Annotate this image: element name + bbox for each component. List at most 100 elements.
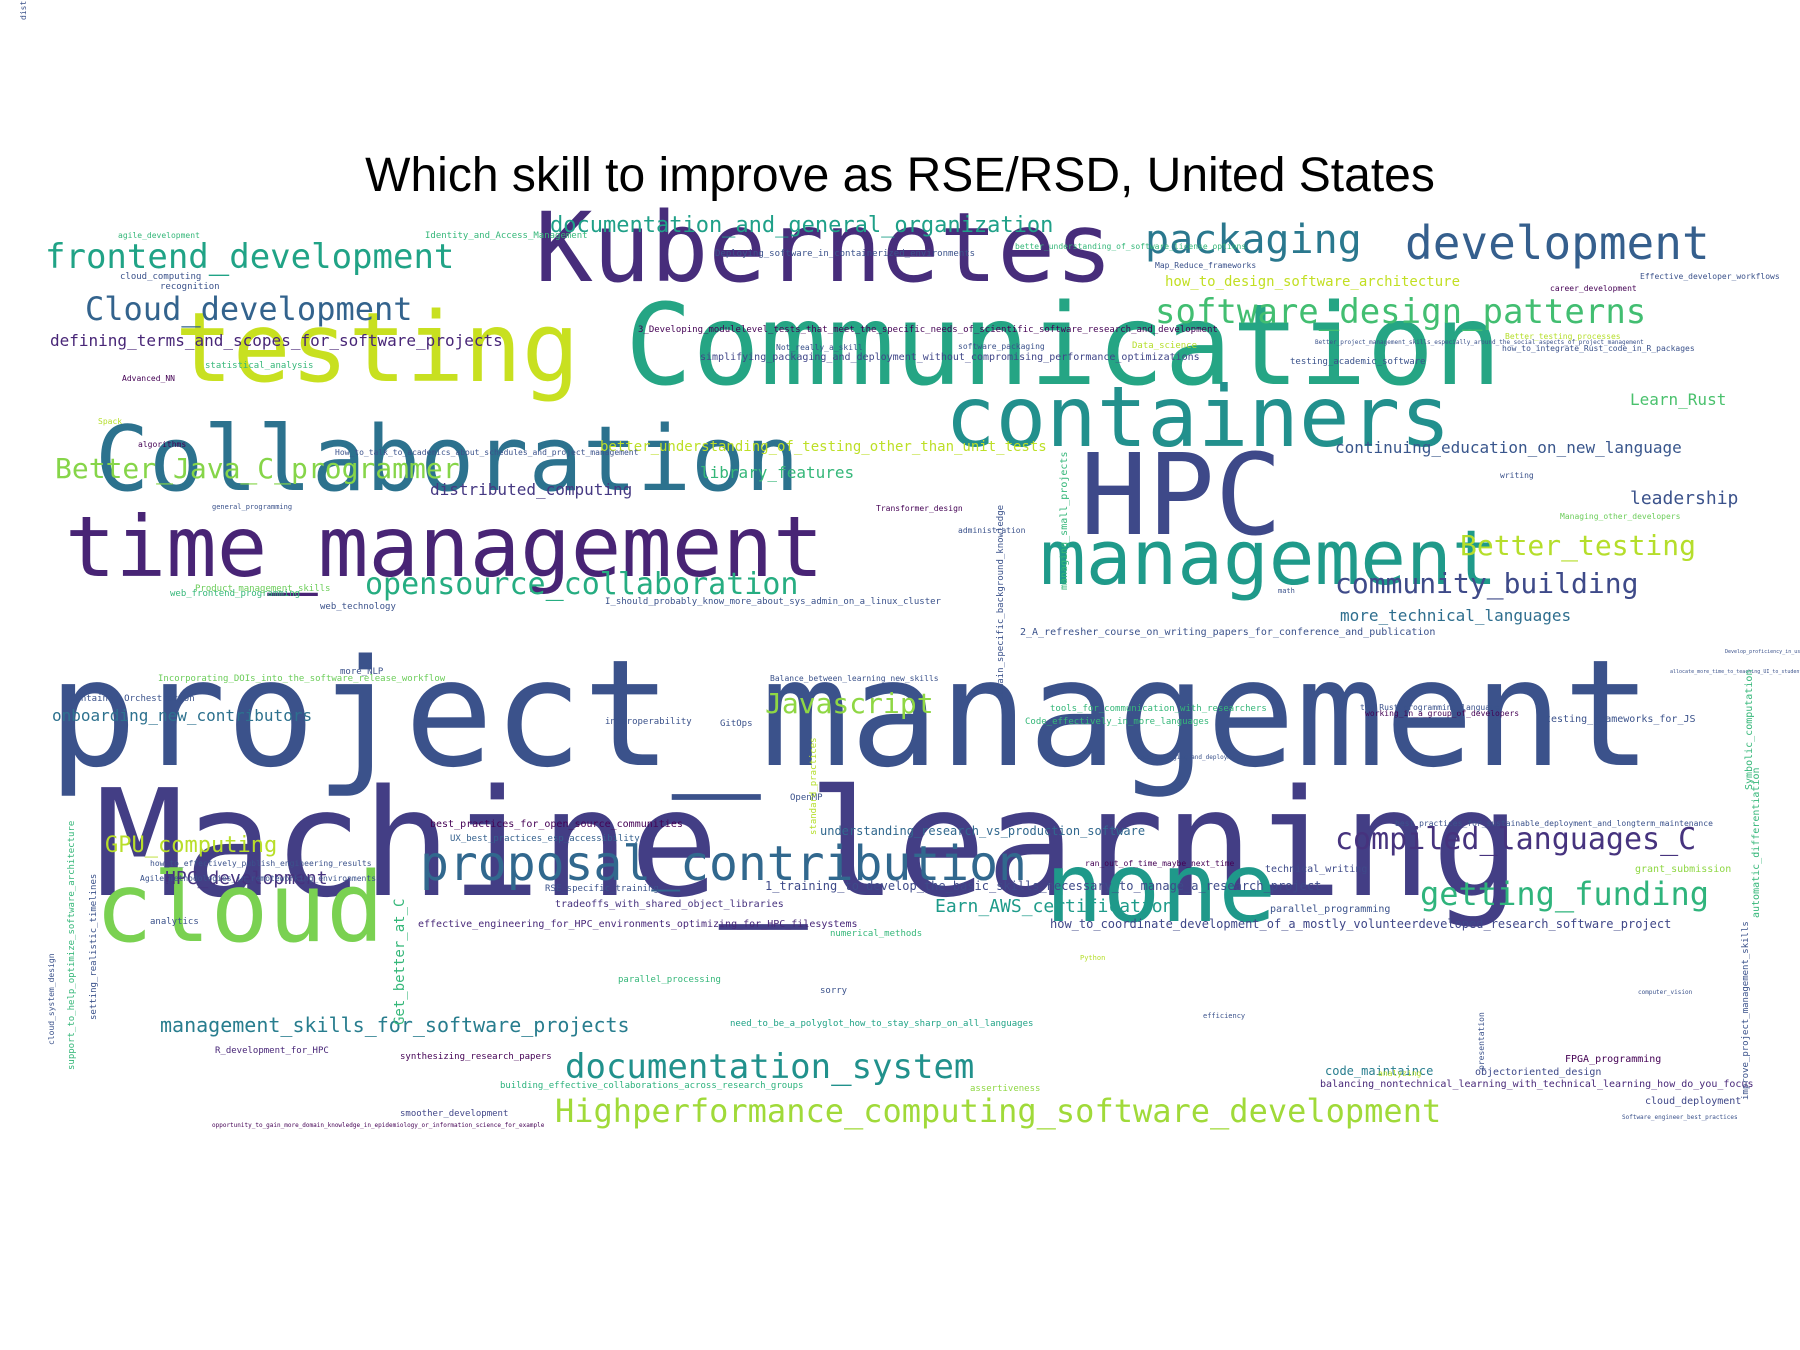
word-58: smoother_development [400, 1109, 509, 1119]
word-56: synthesizing_research_papers [400, 1052, 552, 1062]
word-29: GPU_computing [105, 833, 278, 858]
word-71: working_in_a_group_of_developers [1365, 709, 1520, 718]
word-27: documentation_and_general_organization [550, 213, 1054, 238]
word-42: simplifying_packaging_and_deployment_wit… [700, 352, 1200, 363]
word-65: parallel_programming [1270, 904, 1391, 915]
word-129: automatic_differentiation [1751, 767, 1762, 918]
word-39: library_features [700, 463, 855, 482]
word-23: community_building [1335, 567, 1639, 600]
word-16: software_design_patterns [1155, 292, 1647, 332]
word-44: understanding_research_vs_production_sof… [820, 824, 1146, 838]
word-19: Highperformance_computing_software_devel… [555, 1092, 1442, 1130]
word-13: development [1405, 216, 1710, 270]
word-111: How_to_talk_to_academics_about_schedules… [335, 448, 639, 457]
word-26: Javascript [765, 687, 934, 720]
word-121: Python [1080, 954, 1106, 962]
word-86: numerical_methods [830, 929, 923, 939]
word-138: distribution [19, 0, 28, 20]
word-51: how_to_effectively_publish_engineering_r… [150, 859, 372, 868]
chart-title: Which skill to improve as RSE/RSD, Unite… [365, 149, 1435, 202]
word-110: algorithms [138, 440, 187, 449]
word-9: management [1040, 513, 1498, 602]
word-99: Effective_developer_workflows [1640, 272, 1780, 281]
word-21: Better_Java_C_programmer [55, 452, 460, 485]
word-107: statistical_analysis [205, 361, 314, 371]
word-68: best_practices_for_sustainable_deploymen… [1395, 819, 1713, 828]
word-37: Learn_Rust [1630, 390, 1727, 409]
word-109: Spack [98, 417, 123, 426]
word-53: RSE_specific_training [545, 884, 659, 894]
word-124: computer_vision [1638, 989, 1693, 996]
word-28: management_skills_for_software_projects [160, 1013, 630, 1037]
word-20: opensource_collaboration [365, 567, 799, 602]
word-126: Develop_proficiency_in_using_LAMMPS_MD [1725, 649, 1800, 655]
word-112: general_programming [212, 503, 293, 511]
word-50: UX_best_practices_esp_accessibility [450, 834, 640, 844]
word-2: Communication [625, 281, 1502, 411]
word-18: documentation_system [565, 1047, 975, 1087]
word-12: proposal_contribution [420, 836, 1027, 892]
word-103: Better_project_management_skills_especia… [1315, 339, 1644, 346]
word-132: setting_realistic_timelines [89, 873, 99, 1020]
word-35: continuing_education_on_new_language [1335, 438, 1682, 457]
word-88: parallel_processing [618, 975, 721, 985]
word-31: Earn_AWS_certification [935, 896, 1174, 917]
word-38: more_technical_languages [1340, 606, 1572, 625]
word-134: domain_specific_background_knowledge [996, 504, 1006, 700]
word-0: project_management [48, 628, 1652, 800]
word-76: Balance_between_learning_new_skills [770, 674, 939, 683]
word-17: Cloud_development [85, 290, 413, 328]
word-91: agile_development [118, 231, 200, 240]
word-100: Better_testing_processes [1505, 332, 1621, 341]
word-136: presentation [1477, 1012, 1486, 1070]
word-81: web_technology [320, 602, 396, 612]
word-48: tradeoffs_with_shared_object_libraries [555, 899, 784, 910]
word-33: distributed_computing [430, 480, 633, 499]
word-24: compiled_languages_C [1335, 822, 1697, 857]
word-55: building_effective_collaborations_across… [500, 1081, 804, 1091]
word-98: career_development [1550, 284, 1637, 293]
word-90: assertiveness [970, 1084, 1041, 1094]
word-41: better_understanding_of_testing_other_th… [600, 439, 1047, 455]
word-80: Product_management_skills [195, 584, 331, 594]
word-119: allocate_more_time_to_teaching_UI_to_stu… [1670, 669, 1800, 675]
word-96: better_understanding_of_software_license… [1015, 242, 1247, 251]
word-97: Map_Reduce_frameworks [1155, 261, 1257, 270]
word-104: Data_science [1132, 341, 1198, 351]
word-15: frontend_development [45, 237, 455, 277]
word-82: more_NLP [340, 667, 384, 677]
word-5: testing [175, 292, 580, 404]
word-59: opportunity_to_gain_more_domain_knowledg… [212, 1122, 545, 1129]
word-63: cloud_deployment [1645, 1096, 1742, 1107]
word-79: web_frontend_programming [170, 589, 301, 599]
word-122: efficiency [1203, 1012, 1246, 1020]
word-92: Identity_and_Access_Management [425, 231, 588, 241]
word-45: 1_training_to_develop_the_basic_skills_n… [765, 879, 1322, 893]
word-120: Code_packaging_and_deployment [1137, 754, 1242, 761]
word-89: sorry [820, 986, 848, 996]
word-115: math [1278, 587, 1295, 595]
word-108: Advanced_NN [122, 374, 175, 383]
word-64: FPGA_programming [1565, 1054, 1662, 1065]
word-133: Get_better_at_C [392, 898, 408, 1025]
word-131: support_to_help_optimize_software_archit… [67, 820, 77, 1070]
word-113: Transformer_design [876, 504, 963, 513]
word-74: 2_A_refresher_course_on_writing_papers_f… [1020, 627, 1436, 638]
word-77: Container_Orchestration [70, 694, 195, 704]
word-67: grant_submission [1635, 864, 1732, 875]
word-83: interoperability [605, 717, 692, 727]
word-54: need_to_be_a_polyglot_how_to_stay_sharp_… [730, 1019, 1034, 1029]
word-47: how_to_coordinate_development_of_a_mostl… [1050, 917, 1672, 931]
word-10: none [1045, 832, 1277, 944]
word-70: testing_frameworks_for_JS [1545, 714, 1696, 725]
word-3: HPC [1080, 431, 1283, 561]
word-49: best_practices_for_open_source_communiti… [430, 819, 683, 830]
word-43: 3_Developing_modulelevel_tests_that_meet… [638, 325, 1218, 335]
word-62: balancing_nontechnical_learning_with_tec… [1320, 1079, 1754, 1090]
word-84: GitOps [720, 719, 753, 729]
word-25: getting_funding [1420, 875, 1709, 913]
word-137: standard_practices [809, 737, 819, 835]
word-94: recognition [160, 282, 220, 292]
word-117: Managing_other_developers [1560, 512, 1681, 521]
word-66: technical_writing [1265, 864, 1368, 875]
